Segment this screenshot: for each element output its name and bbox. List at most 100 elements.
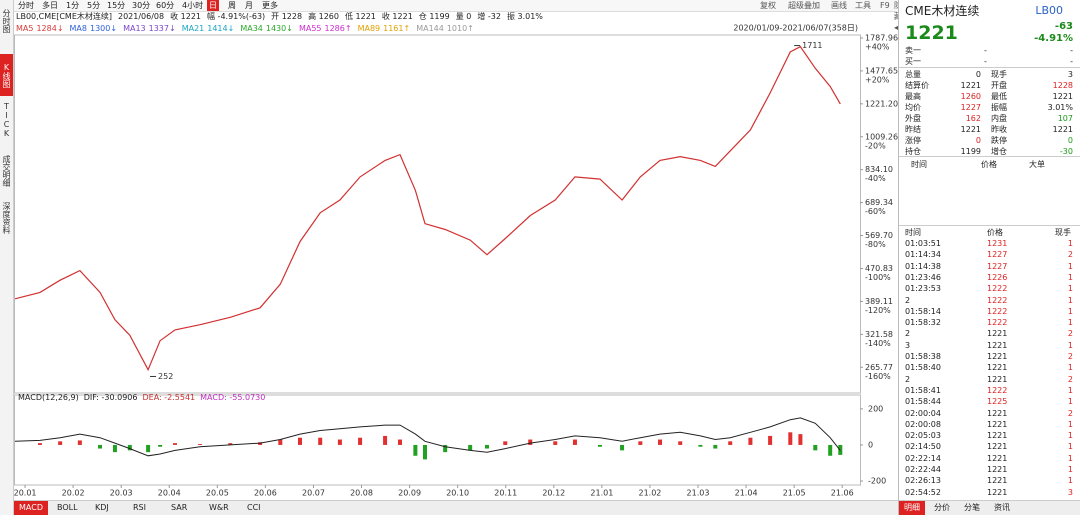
period-button[interactable]: 4小时 [182,1,204,10]
trade-time: 01:58:44 [905,397,941,407]
range-text: 2020/01/09-2021/06/07(358日) [733,24,858,33]
macd-bar [468,444,473,451]
panel-tab[interactable]: 资讯 [994,503,1010,512]
trade-header: 价格 [987,228,1003,237]
period-button[interactable]: 更多 [262,1,278,10]
trade-volume: 2 [1067,408,1073,418]
macd-bar [572,439,577,445]
x-tick-label: 20.03 [110,489,133,498]
trade-header: 时间 [905,228,921,237]
ma-legend-value: 1161↑ [383,24,410,33]
y-tick-percent: -140% [865,339,891,348]
tool-button[interactable]: F9 [880,1,890,10]
macd-bar [813,444,818,451]
indicator-tab[interactable]: SAR [171,503,188,512]
indicator-tab[interactable]: BOLL [57,503,78,512]
macd-bar [788,432,793,445]
period-button[interactable]: 15分 [107,1,126,10]
period-button[interactable]: 周 [228,1,236,10]
y-tick-percent: +20% [865,75,890,84]
book-label: 卖一 [905,46,921,55]
stat-value: 1221 [960,125,981,134]
stat-value: 1260 [960,92,981,101]
stat-value: 3.01% [1047,103,1073,112]
panel-tab[interactable]: 分价 [934,503,950,512]
period-button[interactable]: 日 [207,0,219,11]
trade-price: 1222 [987,284,1008,294]
ma-legend-name: MA55 [299,24,322,33]
period-button[interactable]: 分时 [18,1,34,10]
side-tab[interactable]: TICK [2,102,11,138]
trade-time: 02:14:50 [905,442,941,452]
stat-label: 现手 [991,70,1007,79]
period-button[interactable]: 1分 [66,1,80,10]
trade-price: 1222 [987,318,1008,328]
y-tick-percent: -160% [865,372,891,381]
trade-volume: 1 [1067,295,1073,305]
period-button[interactable]: 多日 [42,1,58,10]
indicator-tab[interactable]: KDJ [95,503,109,512]
ma-legend-name: MA144 [416,24,444,33]
macd-bar [484,444,489,449]
side-tab[interactable]: 深度资料 [2,202,11,234]
indicator-tab[interactable]: MACD [14,501,48,515]
tool-button[interactable]: 复权 [760,1,776,10]
y-tick-label: 1009.26 [865,132,898,141]
quote-panel: CME木材连续 LB00 1221 -63 -4.91% 卖一 - - 买一 - - 总量 0 现手 3 结算… [898,0,1080,515]
period-button[interactable]: 60分 [156,1,175,10]
ma-legend-name: MA5 [16,24,33,33]
stat-value: 162 [965,114,981,123]
book-volume: - [1070,46,1073,55]
period-button[interactable]: 5分 [87,1,101,10]
trade-price: 1221 [987,329,1008,339]
stat-label: 均价 [905,103,921,112]
macd-bar [553,441,558,445]
trade-volume: 1 [1067,363,1073,373]
indicator-tab[interactable]: W&R [209,503,229,512]
trade-volume: 1 [1067,453,1073,463]
trade-time: 02:22:14 [905,453,941,463]
quote-field: LB00,CME[CME木材连续] [16,12,112,21]
y-tick-percent: +40% [865,42,890,51]
tool-button[interactable]: 超级叠加 [788,1,820,10]
y-tick-label: 265.77 [865,363,893,372]
trade-volume: 1 [1067,385,1073,395]
trade-price: 1221 [987,352,1008,361]
panel-tab[interactable]: 明细 [899,501,925,515]
quote-field: 收 1221 [381,12,413,21]
macd-frame [14,394,861,486]
side-tab[interactable]: 成交明细 [2,155,11,187]
macd-bar [228,443,233,445]
y-tick-label: 1477.65 [865,66,898,75]
tick-header: 时间 [911,160,927,169]
macd-y-tick-label: 200 [868,404,883,413]
stat-value: -30 [1059,147,1073,156]
trade-time: 01:23:46 [905,272,941,282]
price-line [14,45,841,372]
y-tick-label: 1787.96 [865,33,898,42]
chart: MA5 1284↓ MA8 1300↓ MA13 1337↓ MA21 1414↓ MA34 14… [14,24,898,498]
side-tab[interactable]: 分时图 [2,9,11,33]
quote-field: 低 1221 [344,12,376,21]
macd-bar [127,444,132,451]
stat-value: 1221 [960,81,981,90]
instrument-code: LB00 [1035,4,1063,17]
panel-tab[interactable]: 分笔 [964,503,980,512]
trade-volume: 2 [1067,250,1073,260]
side-tab[interactable]: K线图 [0,54,13,96]
trade-time: 3 [905,340,911,350]
book-label: 买一 [905,57,921,66]
period-button[interactable]: 30分 [132,1,151,10]
stat-value: 1199 [960,147,981,156]
tool-button[interactable]: 工具 [855,1,871,10]
period-button[interactable]: 月 [245,1,253,10]
macd-bar [358,437,363,445]
tool-button[interactable]: 画线 [831,1,847,10]
indicator-tab[interactable]: RSI [133,503,146,512]
macd-bar [503,441,508,445]
ma-legend-name: MA89 [358,24,381,33]
trade-volume: 1 [1067,442,1073,452]
indicator-tab[interactable]: CCI [247,503,261,512]
quote-field: 仓 1199 [418,12,450,21]
